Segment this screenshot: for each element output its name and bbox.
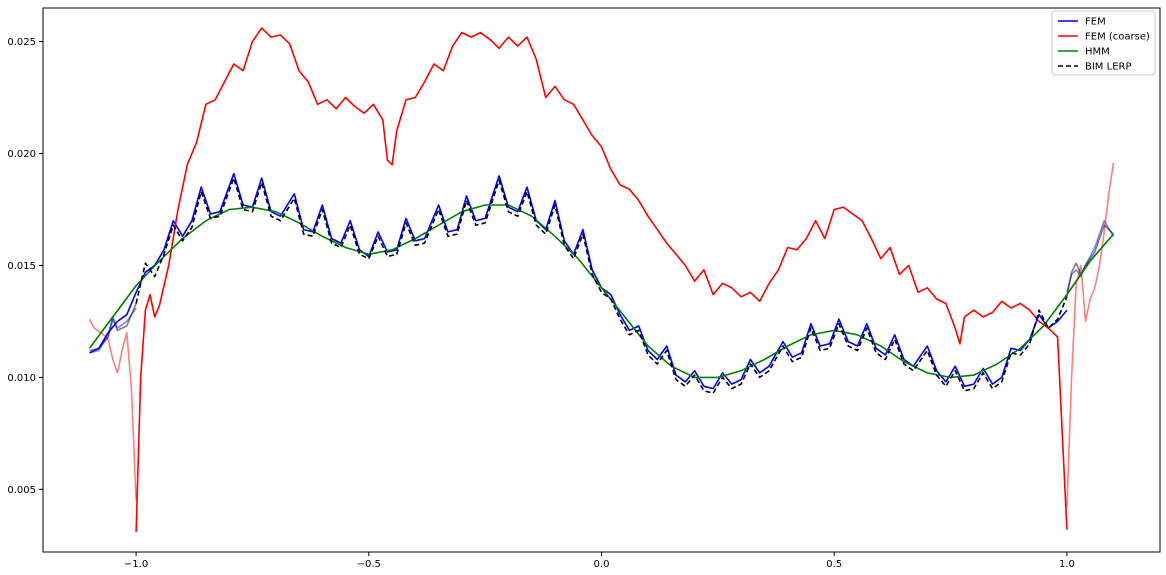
legend: FEM FEM (coarse) HMM BIM LERP: [1051, 10, 1156, 76]
series-line-fem-coarse: [135, 27, 1068, 532]
x-tick-label: −0.5: [357, 559, 381, 570]
y-tick-label: 0.025: [7, 37, 36, 48]
y-tick-label: 0.020: [7, 149, 36, 160]
legend-label: HMM: [1085, 47, 1110, 58]
series-line-hmm: [88, 204, 1115, 379]
legend-box: [1051, 10, 1156, 76]
y-tick-label: 0.005: [7, 485, 36, 496]
plot-area: [88, 27, 1115, 532]
x-tick-label: 1.0: [1059, 559, 1075, 570]
faded-segment-3: [1066, 162, 1115, 508]
y-tick-label: 0.010: [7, 373, 36, 384]
x-tick-label: −1.0: [124, 559, 148, 570]
x-tick-label: 0.5: [826, 559, 842, 570]
series-line-bim-lerp: [135, 177, 1068, 394]
x-axis: −1.0 −0.5 0.0 0.5 1.0: [124, 552, 1075, 570]
legend-label: FEM (coarse): [1085, 32, 1150, 43]
y-tick-label: 0.015: [7, 261, 36, 272]
legend-label: BIM LERP: [1085, 62, 1131, 73]
x-tick-label: 0.0: [594, 559, 610, 570]
legend-label: FEM: [1085, 17, 1106, 28]
y-axis: 0.005 0.010 0.015 0.020 0.025: [7, 37, 43, 496]
faded-segment-2: [88, 318, 137, 501]
